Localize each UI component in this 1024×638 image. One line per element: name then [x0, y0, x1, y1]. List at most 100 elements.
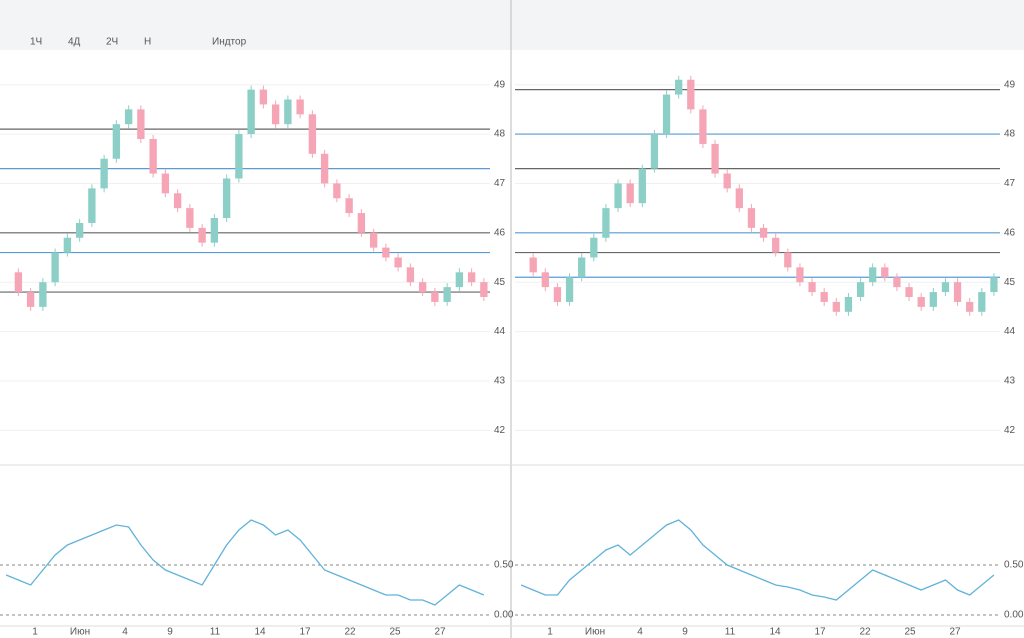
price-label: 42 — [494, 425, 506, 436]
candle — [88, 188, 96, 223]
toolbar-button[interactable]: 4Д — [68, 37, 81, 48]
candle — [541, 272, 549, 288]
candle — [953, 282, 962, 302]
candle — [406, 267, 415, 283]
candle — [553, 287, 562, 302]
candle — [308, 114, 317, 154]
toolbar-button[interactable]: 2Ч — [106, 37, 118, 48]
candle — [844, 297, 853, 312]
candle — [638, 168, 646, 204]
toolbar-bg — [0, 0, 1024, 50]
candle — [662, 94, 671, 135]
price-label: 48 — [494, 129, 506, 140]
candle — [173, 193, 182, 209]
candle — [747, 208, 756, 228]
price-label: 45 — [494, 277, 506, 288]
candle — [51, 252, 59, 283]
osc-label: 0.50 — [1004, 560, 1024, 571]
candle — [186, 208, 194, 228]
price-label: 49 — [1004, 79, 1016, 90]
toolbar-button[interactable]: 1Ч — [30, 37, 42, 48]
candle — [590, 237, 598, 258]
time-label: 14 — [769, 627, 781, 638]
candle — [723, 173, 731, 189]
candle — [284, 99, 292, 125]
candle — [808, 282, 816, 293]
price-label: 44 — [494, 326, 506, 337]
candle — [578, 257, 586, 278]
time-label: 9 — [682, 627, 688, 638]
price-label: 45 — [1004, 277, 1016, 288]
price-label: 46 — [1004, 227, 1016, 238]
candle — [735, 188, 743, 209]
candle — [467, 272, 476, 283]
candle — [39, 282, 47, 307]
candle — [333, 183, 341, 199]
time-label: 11 — [725, 627, 736, 638]
candle — [443, 287, 451, 302]
time-label: 27 — [434, 627, 446, 638]
candle — [687, 79, 695, 110]
toolbar-button[interactable]: Н — [144, 37, 151, 48]
osc-label: 0.00 — [1004, 610, 1024, 621]
candle — [650, 134, 659, 169]
toolbar-button[interactable]: Индтор — [212, 37, 247, 48]
candle — [75, 222, 84, 238]
candle — [63, 237, 72, 253]
candle — [614, 183, 622, 209]
candle — [14, 272, 23, 293]
candle — [881, 267, 889, 278]
time-label: 22 — [859, 627, 871, 638]
candle — [100, 158, 108, 189]
candle — [382, 247, 390, 258]
price-label: 43 — [494, 376, 506, 387]
candle — [626, 183, 634, 204]
candle — [784, 252, 792, 268]
osc-line — [520, 519, 995, 601]
price-label: 42 — [1004, 425, 1016, 436]
candle — [198, 227, 206, 243]
time-label: 9 — [167, 627, 173, 638]
time-label: Июн — [70, 627, 90, 638]
candle — [856, 282, 865, 297]
candle — [929, 292, 937, 307]
time-label: 11 — [210, 627, 221, 638]
time-label: 17 — [299, 627, 311, 638]
time-label: 14 — [254, 627, 266, 638]
candle — [893, 277, 901, 288]
candle — [271, 104, 280, 125]
candle — [480, 282, 488, 297]
candle — [222, 178, 231, 218]
candle — [699, 109, 707, 144]
candle — [26, 292, 35, 307]
time-label: 1 — [32, 627, 38, 638]
candle — [137, 109, 145, 139]
candle — [161, 173, 170, 194]
candle — [418, 282, 427, 293]
time-label: 25 — [904, 627, 916, 638]
time-label: 25 — [389, 627, 401, 638]
candle — [320, 153, 329, 184]
candle — [917, 297, 925, 307]
candle — [345, 198, 353, 214]
time-label: 22 — [344, 627, 356, 638]
candle — [357, 213, 366, 233]
price-label: 47 — [494, 178, 506, 189]
time-label: Июн — [585, 627, 605, 638]
price-label: 46 — [494, 227, 506, 238]
candle — [832, 301, 840, 312]
price-label: 44 — [1004, 326, 1016, 337]
candle — [602, 208, 610, 238]
candle — [772, 237, 780, 253]
candle — [711, 143, 719, 174]
price-label: 47 — [1004, 178, 1016, 189]
time-label: 4 — [637, 627, 643, 638]
candle — [941, 282, 950, 293]
candle — [675, 79, 683, 95]
candle — [369, 232, 378, 248]
candle — [124, 109, 133, 125]
price-label: 48 — [1004, 129, 1016, 140]
price-label: 43 — [1004, 376, 1016, 387]
